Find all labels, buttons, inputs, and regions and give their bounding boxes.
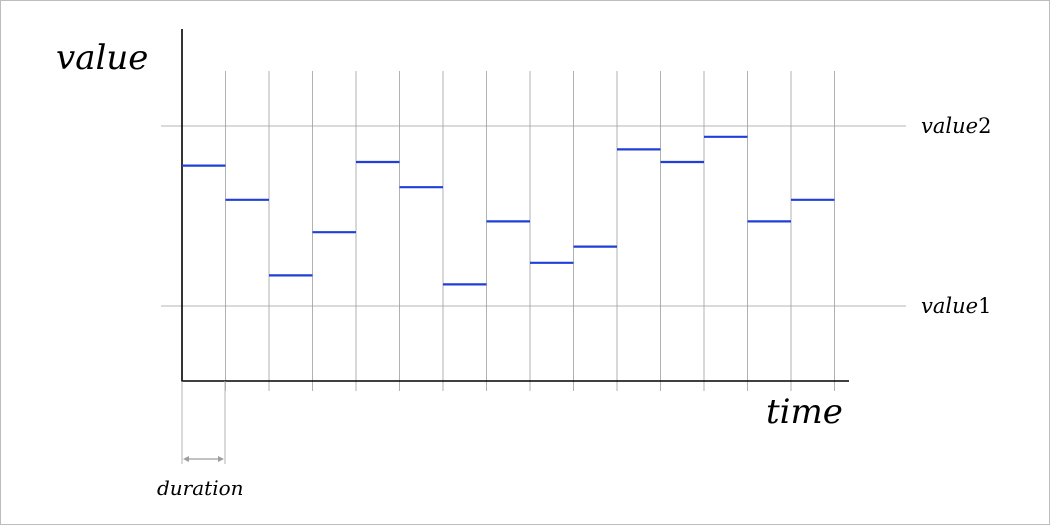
ref-label-value2: value2 [921, 114, 991, 138]
y-axis-label: value [56, 38, 148, 78]
vertical-grid-lines [225, 71, 835, 391]
step-segments [182, 135, 835, 286]
duration-label: duration [157, 476, 244, 500]
duration-marker [181, 381, 226, 464]
reference-labels: value2 value1 [921, 114, 991, 318]
x-axis-label: time [766, 392, 843, 432]
duration-arrowhead-left [183, 456, 189, 462]
reference-lines [161, 125, 906, 307]
axes [181, 29, 849, 382]
ref-label-value1: value1 [921, 294, 991, 318]
duration-arrowhead-right [218, 456, 224, 462]
